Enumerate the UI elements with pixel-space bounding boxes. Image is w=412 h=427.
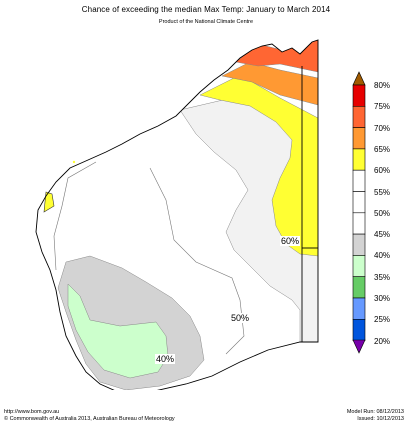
legend-label: 35% <box>374 272 391 282</box>
legend-swatch <box>352 255 366 277</box>
zone-35-40 <box>67 283 169 379</box>
legend-label: 70% <box>374 123 391 133</box>
legend-swatch <box>352 191 366 214</box>
map-canvas: 60% 50% 40% <box>0 30 330 390</box>
legend-label: 75% <box>374 102 391 112</box>
legend-label: 30% <box>374 294 391 303</box>
legend-swatch <box>352 84 366 107</box>
legend-label: 25% <box>374 315 391 325</box>
legend-swatch <box>352 233 366 256</box>
legend-label: 65% <box>374 144 391 154</box>
footer-left: http://www.bom.gov.au © Commonwealth of … <box>4 409 175 423</box>
legend-swatch <box>352 319 366 341</box>
issued-date: Issued: 10/12/2013 <box>357 416 404 422</box>
wa-map-svg <box>35 39 319 390</box>
zone-60-65 <box>199 74 318 257</box>
label-50-percent: 50% <box>230 313 251 323</box>
legend-label: 40% <box>374 251 391 261</box>
legend-bottom-arrow <box>352 339 366 354</box>
model-run-date: Model Run: 08/12/2013 <box>346 409 404 415</box>
legend-swatch <box>352 276 366 299</box>
legend-label: 55% <box>374 187 391 197</box>
legend-swatch <box>352 169 366 192</box>
contour-50-line <box>53 161 245 355</box>
legend-label: 60% <box>374 166 391 176</box>
copyright-text: © Commonwealth of Australia 2013, Austra… <box>4 416 175 422</box>
legend-label: 45% <box>374 230 391 240</box>
website-link[interactable]: http://www.bom.gov.au <box>4 409 60 415</box>
legend-label: 80% <box>374 81 391 90</box>
barrow-island <box>72 160 76 164</box>
label-60-percent: 60% <box>280 236 301 246</box>
legend-swatch <box>352 148 366 171</box>
shark-bay-island <box>43 191 55 213</box>
legend-swatch <box>352 127 366 150</box>
label-40-percent: 40% <box>155 354 176 364</box>
coastline <box>35 39 319 390</box>
legend-swatch <box>352 212 366 235</box>
legend-top-arrow <box>352 71 366 86</box>
legend-label: 50% <box>374 208 391 218</box>
legend-swatch <box>352 105 366 128</box>
footer-right: Model Run: 08/12/2013 Issued: 10/12/2013 <box>347 409 404 423</box>
legend-swatch <box>352 297 366 320</box>
map-title: Chance of exceeding the median Max Temp:… <box>81 5 331 14</box>
legend-label: 20% <box>374 336 391 346</box>
map-subtitle: Product of the National Climate Centre <box>158 19 254 25</box>
probability-legend: 80% 75% 70% 65% 60% 55% 50% 45% 40% 35% 30% 25% 20% <box>352 70 412 360</box>
legend-colorbar <box>352 71 366 354</box>
